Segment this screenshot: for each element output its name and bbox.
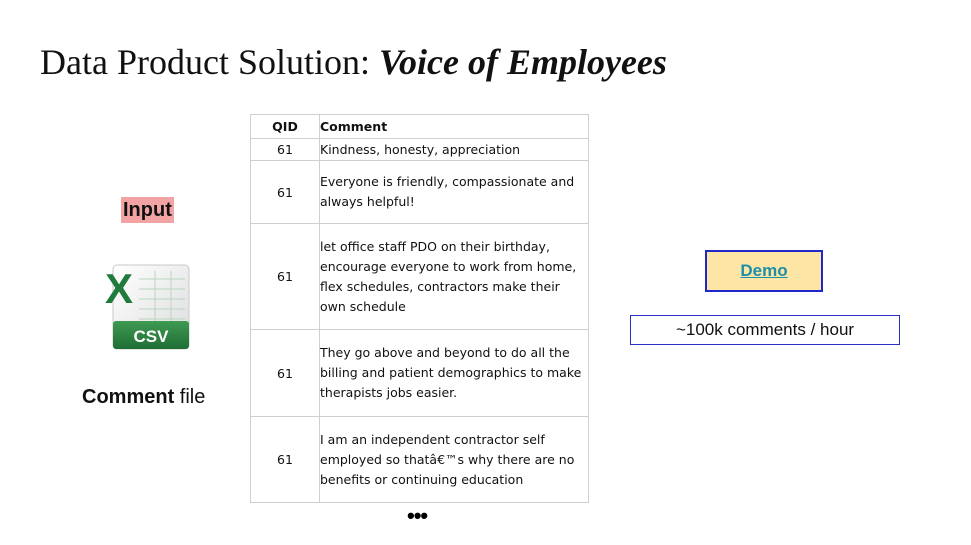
table-row: 61 Kindness, honesty, appreciation	[250, 138, 589, 161]
table-header-row: QID Comment	[250, 114, 589, 139]
qid-cell: 61	[250, 416, 320, 503]
table-row: 61 I am an independent contractor self e…	[250, 416, 589, 503]
qid-cell: 61	[250, 329, 320, 417]
qid-cell: 61	[250, 138, 320, 161]
excel-csv-file-icon: X CSV	[105, 264, 190, 350]
file-label-bold: Comment	[82, 386, 175, 408]
file-label: Comment file	[82, 385, 205, 409]
demo-button[interactable]: Demo	[705, 250, 823, 292]
svg-text:X: X	[105, 265, 133, 312]
comment-cell: I am an independent contractor self empl…	[319, 416, 589, 503]
table-row: 61 They go above and beyond to do all th…	[250, 329, 589, 417]
comment-cell: Everyone is friendly, compassionate and …	[319, 160, 589, 224]
demo-button-label[interactable]: Demo	[740, 261, 788, 280]
slide-title: Data Product Solution: Voice of Employee…	[40, 40, 667, 84]
qid-cell: 61	[250, 160, 320, 224]
comment-cell: Kindness, honesty, appreciation	[319, 138, 589, 161]
table-row: 61 let office staff PDO on their birthda…	[250, 223, 589, 330]
comment-cell: let office staff PDO on their birthday, …	[319, 223, 589, 330]
title-prefix: Data Product Solution:	[40, 42, 379, 82]
csv-icon-text: CSV	[134, 327, 170, 346]
comment-cell: They go above and beyond to do all the b…	[319, 329, 589, 417]
input-label: Input	[121, 197, 174, 223]
comment-table: QID Comment 61 Kindness, honesty, apprec…	[250, 114, 589, 503]
throughput-label: ~100k comments / hour	[630, 315, 900, 345]
comment-header: Comment	[319, 114, 589, 139]
table-row: 61 Everyone is friendly, compassionate a…	[250, 160, 589, 224]
file-label-rest: file	[174, 386, 206, 408]
more-rows-ellipsis: •••	[407, 503, 428, 528]
qid-cell: 61	[250, 223, 320, 330]
title-emphasis: Voice of Employees	[378, 42, 667, 82]
qid-header: QID	[250, 114, 320, 139]
